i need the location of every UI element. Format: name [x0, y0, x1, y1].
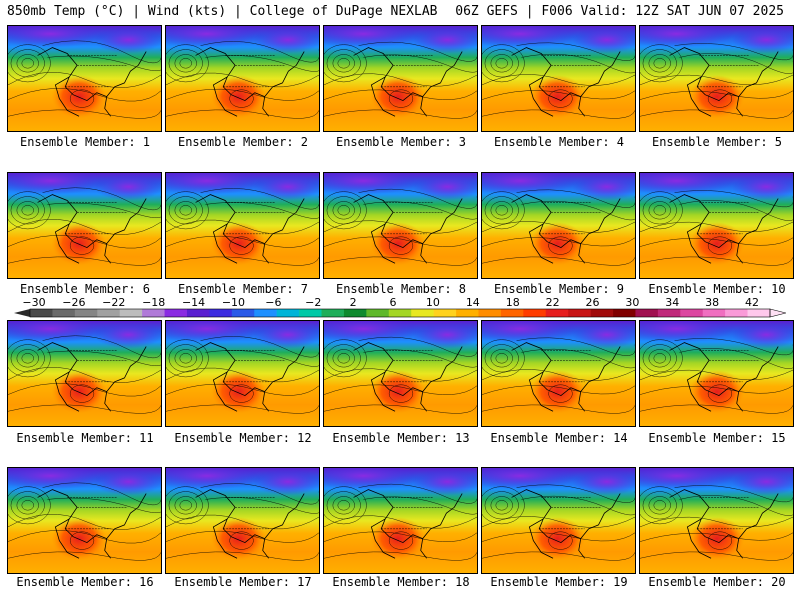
colorbar-tick-label: −2 [305, 296, 321, 309]
colorbar-tick-label: 30 [625, 296, 639, 309]
ensemble-member-map [7, 172, 162, 279]
colorbar-swatch [500, 309, 524, 317]
colorbar-swatch [299, 309, 322, 317]
ensemble-member-map [323, 467, 478, 574]
ensemble-member-map [323, 172, 478, 279]
ensemble-member-label: Ensemble Member: 4 [493, 135, 625, 149]
ensemble-member-label: Ensemble Member: 7 [177, 282, 309, 296]
colorbar-swatch [30, 309, 53, 317]
ensemble-member-map [165, 320, 320, 427]
colorbar-swatch [231, 309, 255, 317]
ensemble-member-label: Ensemble Member: 16 [16, 575, 154, 589]
ensemble-member-map [165, 25, 320, 132]
colorbar-tick-label: −14 [182, 296, 205, 309]
colorbar-swatch [321, 309, 345, 317]
colorbar-tick-label: −18 [142, 296, 165, 309]
ensemble-member-label: Ensemble Member: 19 [490, 575, 628, 589]
colorbar-swatch [388, 309, 412, 317]
ensemble-member-map [165, 467, 320, 574]
ensemble-member-map [639, 467, 794, 574]
colorbar-swatch [523, 309, 547, 317]
colorbar-swatch [52, 309, 76, 317]
colorbar-swatch [254, 309, 277, 317]
ensemble-member-map [7, 25, 162, 132]
ensemble-member-label: Ensemble Member: 5 [651, 135, 783, 149]
colorbar-swatch [209, 309, 233, 317]
colorbar-swatch [702, 309, 726, 317]
ensemble-member-map [165, 172, 320, 279]
colorbar-tick-label: 10 [426, 296, 440, 309]
ensemble-member-label: Ensemble Member: 14 [490, 431, 628, 445]
colorbar-swatch [433, 309, 457, 317]
colorbar-swatch [74, 309, 98, 317]
colorbar-min-arrow [14, 309, 30, 317]
valid-time: 06Z GEFS | F006 Valid: 12Z SAT JUN 07 20… [455, 4, 784, 19]
colorbar-swatch [680, 309, 704, 317]
ensemble-member-label: Ensemble Member: 15 [648, 431, 786, 445]
colorbar-swatch [590, 309, 614, 317]
colorbar-swatch [276, 309, 300, 317]
ensemble-member-label: Ensemble Member: 13 [332, 431, 470, 445]
colorbar-tick-label: −6 [265, 296, 281, 309]
colorbar-swatch [97, 309, 120, 317]
ensemble-member-map [481, 467, 636, 574]
colorbar-swatch [657, 309, 681, 317]
ensemble-member-map [7, 320, 162, 427]
colorbar-swatch [343, 309, 367, 317]
ensemble-member-map [639, 25, 794, 132]
map-title: 850mb Temp (°C) | Wind (kts) | College o… [7, 4, 438, 19]
ensemble-member-label: Ensemble Member: 9 [493, 282, 625, 296]
ensemble-member-label: Ensemble Member: 3 [335, 135, 467, 149]
colorbar-tick-label: −30 [22, 296, 45, 309]
ensemble-member-label: Ensemble Member: 12 [174, 431, 312, 445]
ensemble-member-label: Ensemble Member: 11 [16, 431, 154, 445]
ensemble-member-label: Ensemble Member: 17 [174, 575, 312, 589]
ensemble-member-label: Ensemble Member: 10 [648, 282, 786, 296]
colorbar-max-arrow [769, 308, 786, 318]
colorbar-swatch [613, 309, 636, 317]
colorbar-swatch [411, 309, 434, 317]
ensemble-member-map [639, 320, 794, 427]
colorbar-swatch [164, 309, 188, 317]
ensemble-member-map [481, 172, 636, 279]
ensemble-member-label: Ensemble Member: 6 [19, 282, 151, 296]
colorbar-tick-label: −26 [62, 296, 85, 309]
colorbar-swatch [635, 309, 659, 317]
colorbar-swatch [186, 309, 210, 317]
colorbar-tick-label: 26 [585, 296, 599, 309]
colorbar-tick-label: 18 [506, 296, 520, 309]
ensemble-member-label: Ensemble Member: 8 [335, 282, 467, 296]
colorbar-tick-label: 38 [705, 296, 719, 309]
ensemble-member-map [323, 320, 478, 427]
ensemble-member-map [323, 25, 478, 132]
ensemble-member-label: Ensemble Member: 1 [19, 135, 151, 149]
ensemble-member-label: Ensemble Member: 2 [177, 135, 309, 149]
colorbar-swatch [119, 309, 143, 317]
colorbar-swatch [725, 309, 748, 317]
colorbar-tick-label: 14 [466, 296, 480, 309]
colorbar-swatch [478, 309, 502, 317]
colorbar-tick-label: 2 [350, 296, 357, 309]
temperature-colorbar: −30 −26 −22 −18 −14 −10 −6 −2 2 6 10 14 18 22 26 30 34 38… [14, 296, 786, 318]
colorbar-swatch [366, 309, 390, 317]
colorbar-tick-label: 22 [546, 296, 560, 309]
colorbar-tick-label: 42 [745, 296, 759, 309]
ensemble-member-map [481, 25, 636, 132]
colorbar-swatch [456, 309, 479, 317]
colorbar-tick-label: −22 [102, 296, 125, 309]
colorbar-tick-label: 34 [665, 296, 679, 309]
colorbar-tick-label: −10 [222, 296, 245, 309]
colorbar-swatch [568, 309, 591, 317]
ensemble-member-label: Ensemble Member: 20 [648, 575, 786, 589]
ensemble-member-map [7, 467, 162, 574]
colorbar-swatch [142, 309, 165, 317]
colorbar-tick-label: 6 [390, 296, 397, 309]
colorbar-swatch [747, 309, 771, 317]
colorbar-swatch [545, 309, 569, 317]
ensemble-member-map [481, 320, 636, 427]
ensemble-member-map [639, 172, 794, 279]
ensemble-member-label: Ensemble Member: 18 [332, 575, 470, 589]
